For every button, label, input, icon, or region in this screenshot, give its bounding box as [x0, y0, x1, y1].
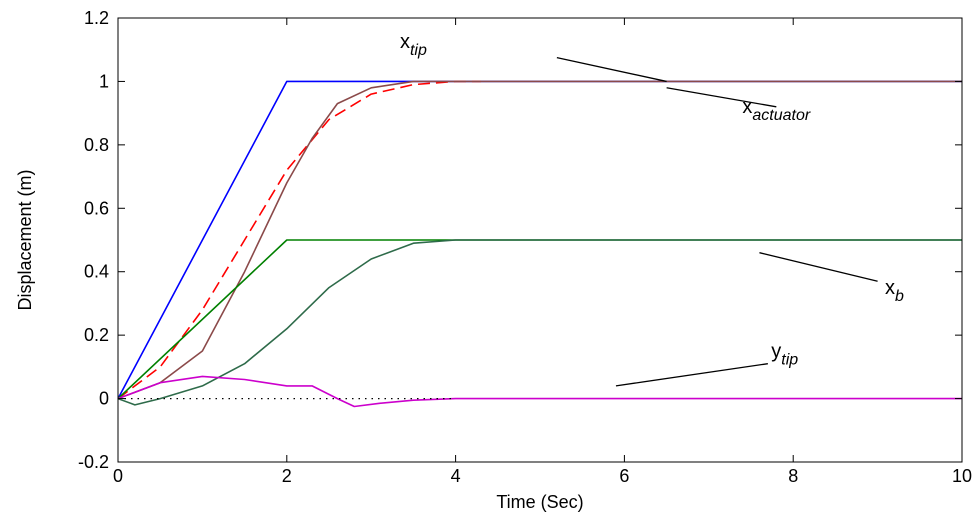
y-tick-label: 1.2 — [84, 8, 109, 28]
y-tick-label: 0 — [99, 389, 109, 409]
y-tick-label: 0.2 — [84, 325, 109, 345]
annotation-label: xactuator — [742, 96, 810, 124]
plot-frame — [117, 17, 963, 463]
annotation-main: y — [771, 340, 781, 362]
series-line-5 — [117, 239, 962, 406]
annotation-main: x — [885, 277, 895, 299]
y-tick-label: 1 — [99, 71, 109, 91]
annotation-leader-line — [759, 252, 878, 282]
tick-layer: 0 2 4 6 8 10-0.200.20.40.60.811.2 — [78, 8, 972, 486]
x-tick-label: 8 — [788, 466, 798, 486]
annotation-leader-line — [666, 87, 777, 108]
annotation-leader-line — [556, 57, 667, 83]
x-tick-label: 0 — [113, 466, 123, 486]
x-tick-label: 6 — [619, 466, 629, 486]
x-tick-label: 2 — [282, 466, 292, 486]
annotation-leader-line — [615, 363, 768, 387]
series-line-6 — [117, 375, 962, 408]
y-axis-label: Displacement (m) — [15, 169, 35, 310]
x-axis-label: Time (Sec) — [496, 492, 583, 512]
x-tick-label: 4 — [451, 466, 461, 486]
annotation-label: xtip — [400, 31, 427, 59]
annotation-label: ytip — [771, 340, 798, 368]
y-tick-label: 0.6 — [84, 198, 109, 218]
y-tick-label: -0.2 — [78, 452, 109, 472]
y-tick-label: 0.8 — [84, 135, 109, 155]
annotation-subscript: b — [895, 288, 904, 305]
annotation-label: xb — [885, 277, 904, 305]
y-tick-label: 0.4 — [84, 262, 109, 282]
annotation-main: x — [742, 96, 752, 118]
series-layer — [117, 80, 962, 408]
annotation-subscript: actuator — [752, 107, 810, 124]
x-tick-label: 10 — [952, 466, 972, 486]
annotation-subscript: tip — [410, 42, 427, 59]
annotation-main: x — [400, 31, 410, 53]
series-line-3 — [117, 80, 962, 400]
annotation-subscript: tip — [781, 351, 798, 368]
